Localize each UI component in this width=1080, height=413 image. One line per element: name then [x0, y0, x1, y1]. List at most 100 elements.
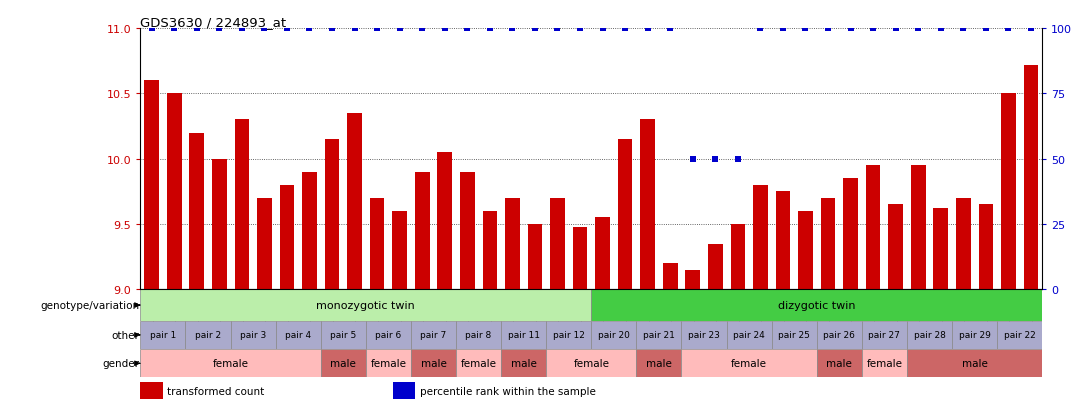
Text: percentile rank within the sample: percentile rank within the sample	[420, 386, 596, 396]
Bar	[889, 205, 903, 290]
Bar	[592, 321, 636, 349]
Bar	[663, 263, 677, 290]
Bar	[592, 290, 1042, 321]
Bar	[460, 172, 474, 290]
Bar	[775, 192, 791, 290]
Text: other: other	[111, 330, 139, 340]
Bar	[411, 349, 456, 377]
Bar	[257, 198, 272, 290]
Bar	[415, 172, 430, 290]
Bar	[280, 185, 294, 290]
Bar	[411, 321, 456, 349]
Bar	[302, 172, 316, 290]
Bar	[640, 120, 654, 290]
Bar	[366, 349, 411, 377]
Text: pair 6: pair 6	[375, 331, 402, 339]
Bar	[978, 205, 994, 290]
Bar	[145, 81, 159, 290]
Bar	[572, 227, 588, 290]
Text: female: female	[731, 358, 767, 368]
Text: pair 1: pair 1	[150, 331, 176, 339]
Bar	[140, 290, 592, 321]
Bar	[321, 349, 366, 377]
Text: female: female	[573, 358, 609, 368]
Bar	[771, 321, 816, 349]
Text: pair 7: pair 7	[420, 331, 447, 339]
Bar	[369, 198, 384, 290]
Text: pair 12: pair 12	[553, 331, 584, 339]
Bar	[483, 211, 497, 290]
Bar	[753, 185, 768, 290]
Bar	[933, 209, 948, 290]
Text: pair 21: pair 21	[643, 331, 675, 339]
Bar	[505, 198, 519, 290]
Text: pair 20: pair 20	[598, 331, 630, 339]
Bar	[275, 321, 321, 349]
Bar	[546, 349, 636, 377]
Bar	[798, 211, 813, 290]
Bar	[866, 166, 880, 290]
Bar	[907, 321, 953, 349]
Bar	[456, 349, 501, 377]
Bar	[821, 198, 835, 290]
Bar	[636, 321, 681, 349]
Text: GDS3630 / 224893_at: GDS3630 / 224893_at	[140, 16, 286, 29]
Bar	[437, 153, 453, 290]
Text: male: male	[420, 358, 446, 368]
Bar	[907, 349, 1042, 377]
Bar	[956, 198, 971, 290]
Text: male: male	[961, 358, 987, 368]
Bar	[997, 321, 1042, 349]
Bar	[1001, 94, 1015, 290]
Bar	[546, 321, 592, 349]
Bar	[595, 218, 610, 290]
Bar	[456, 321, 501, 349]
Bar	[366, 321, 411, 349]
Text: dizygotic twin: dizygotic twin	[778, 300, 855, 310]
Text: male: male	[330, 358, 356, 368]
Bar	[140, 349, 321, 377]
Text: pair 22: pair 22	[1003, 331, 1036, 339]
Bar	[953, 321, 997, 349]
Text: pair 3: pair 3	[240, 331, 267, 339]
Bar	[910, 166, 926, 290]
Text: female: female	[370, 358, 406, 368]
Bar	[816, 349, 862, 377]
Text: pair 11: pair 11	[508, 331, 540, 339]
Bar	[862, 321, 907, 349]
Bar	[843, 179, 858, 290]
Bar	[862, 349, 907, 377]
Text: pair 25: pair 25	[779, 331, 810, 339]
Text: monozygotic twin: monozygotic twin	[316, 300, 415, 310]
Bar	[231, 321, 275, 349]
Bar	[528, 225, 542, 290]
Bar	[325, 140, 339, 290]
Text: transformed count: transformed count	[167, 386, 265, 396]
Text: pair 29: pair 29	[959, 331, 990, 339]
Text: male: male	[511, 358, 537, 368]
Bar	[816, 321, 862, 349]
Bar	[636, 349, 681, 377]
Text: female: female	[460, 358, 497, 368]
Bar	[708, 244, 723, 290]
Bar	[186, 321, 231, 349]
Bar	[140, 321, 186, 349]
Text: pair 24: pair 24	[733, 331, 765, 339]
Text: pair 8: pair 8	[465, 331, 491, 339]
Text: pair 27: pair 27	[868, 331, 901, 339]
Bar	[212, 159, 227, 290]
Bar	[618, 140, 633, 290]
Bar	[348, 114, 362, 290]
Bar	[550, 198, 565, 290]
Bar	[393, 382, 416, 399]
Bar	[234, 120, 249, 290]
Text: pair 26: pair 26	[823, 331, 855, 339]
Text: male: male	[646, 358, 672, 368]
Bar	[681, 321, 727, 349]
Text: pair 4: pair 4	[285, 331, 311, 339]
Bar	[681, 349, 816, 377]
Bar	[140, 382, 163, 399]
Text: pair 5: pair 5	[330, 331, 356, 339]
Text: pair 23: pair 23	[688, 331, 720, 339]
Bar	[167, 94, 181, 290]
